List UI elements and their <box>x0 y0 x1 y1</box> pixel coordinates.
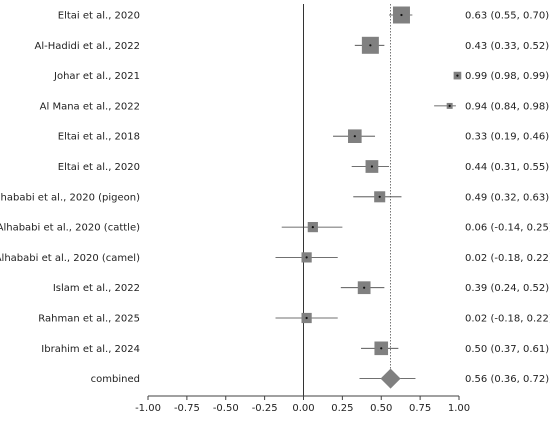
estimate-ci-text: 0.02 (-0.18, 0.22) <box>465 314 550 325</box>
study-row: Eltai et al., 2020 0.44 (0.31, 0.55) <box>58 160 549 173</box>
study-label: Johar et al., 2021 <box>53 71 140 82</box>
estimate-ci-text: 0.50 (0.37, 0.61) <box>465 344 549 355</box>
study-row: Alhababi et al., 2020 (cattle) 0.06 (-0.1… <box>0 222 550 234</box>
study-row: Al-Hadidi et al., 2022 0.43 (0.33, 0.52) <box>35 36 549 54</box>
estimate-ci-text: 0.39 (0.24, 0.52) <box>465 283 549 294</box>
pooled-label: combined <box>91 374 140 385</box>
point-estimate <box>370 165 374 168</box>
study-label: Eltai et al., 2020 <box>58 11 140 22</box>
point-estimate <box>305 256 308 259</box>
study-row: Eltai et al., 2020 0.63 (0.55, 0.70) <box>58 6 549 24</box>
study-label: Ibrahim et al., 2024 <box>41 344 140 355</box>
x-tick-label: 0.25 <box>331 403 353 414</box>
reference-lines <box>303 4 391 396</box>
x-tick-label: -1.00 <box>135 403 161 414</box>
pooled-diamond <box>380 368 401 389</box>
point-estimate <box>400 13 403 17</box>
estimate-ci-text: 0.99 (0.98, 0.99) <box>465 71 549 82</box>
study-label: Alhababi et al., 2020 (camel) <box>0 253 140 264</box>
estimate-ci-text: 0.63 (0.55, 0.70) <box>465 11 549 22</box>
point-estimate <box>311 226 314 229</box>
study-label: Alhababi et al., 2020 (pigeon) <box>0 192 140 203</box>
estimate-ci-text: 0.49 (0.32, 0.63) <box>465 192 549 203</box>
study-row: Islam et al., 2022 0.39 (0.24, 0.52) <box>53 281 549 294</box>
study-row: Ibrahim et al., 2024 0.50 (0.37, 0.61) <box>41 341 549 356</box>
study-row: Al Mana et al., 2022 0.94 (0.84, 0.98) <box>40 101 550 112</box>
estimate-ci-text: 0.02 (-0.18, 0.22) <box>465 253 550 264</box>
study-row: Johar et al., 2021 0.99 (0.98, 0.99) <box>53 71 549 82</box>
point-estimate <box>378 195 381 198</box>
x-axis: -1.00 -0.75 -0.50 -0.25 0.00 0.25 0.50 0.75 1.00 <box>135 395 470 414</box>
x-tick-label: 0.50 <box>370 403 392 414</box>
study-label: Islam et al., 2022 <box>53 283 140 294</box>
study-label: Al Mana et al., 2022 <box>40 101 140 112</box>
study-label: Rahman et al., 2025 <box>38 314 140 325</box>
pooled-row: combined 0.56 (0.36, 0.72) <box>91 368 549 389</box>
estimate-ci-text: 0.43 (0.33, 0.52) <box>465 41 549 52</box>
x-tick-label: -0.75 <box>174 403 200 414</box>
study-label: Al-Hadidi et al., 2022 <box>35 41 140 52</box>
point-estimate <box>456 74 459 77</box>
estimate-ci-text: 0.94 (0.84, 0.98) <box>465 101 549 112</box>
estimate-ci-text: 0.06 (-0.14, 0.25) <box>465 223 550 234</box>
point-estimate <box>380 347 383 350</box>
study-row: Eltai et al., 2018 0.33 (0.19, 0.46) <box>58 129 549 143</box>
estimate-ci-text: 0.44 (0.31, 0.55) <box>465 162 549 173</box>
x-tick-label: 1.00 <box>448 403 470 414</box>
point-estimate <box>448 104 451 107</box>
point-estimate <box>363 286 366 289</box>
study-label: Eltai et al., 2018 <box>58 132 140 143</box>
study-row: Alhababi et al., 2020 (camel) 0.02 (-0.18… <box>0 252 550 264</box>
point-estimate <box>353 135 356 138</box>
point-estimate <box>305 316 308 320</box>
pooled-ci-text: 0.56 (0.36, 0.72) <box>465 374 549 385</box>
estimate-ci-text: 0.33 (0.19, 0.46) <box>465 132 549 143</box>
study-label: Eltai et al., 2020 <box>58 162 140 173</box>
x-tick-label: 0.75 <box>409 403 431 414</box>
study-row: Alhababi et al., 2020 (pigeon) 0.49 (0.32… <box>0 191 549 203</box>
study-label: Alhababi et al., 2020 (cattle) <box>0 223 140 234</box>
study-rows: Eltai et al., 2020 0.63 (0.55, 0.70) Al-Ha… <box>0 6 550 356</box>
x-tick-label: 0.00 <box>292 403 314 414</box>
x-tick-label: -0.25 <box>252 403 278 414</box>
point-estimate <box>369 44 372 47</box>
study-row: Rahman et al., 2025 0.02 (-0.18, 0.22) <box>38 312 550 325</box>
x-tick-label: -0.50 <box>213 403 239 414</box>
